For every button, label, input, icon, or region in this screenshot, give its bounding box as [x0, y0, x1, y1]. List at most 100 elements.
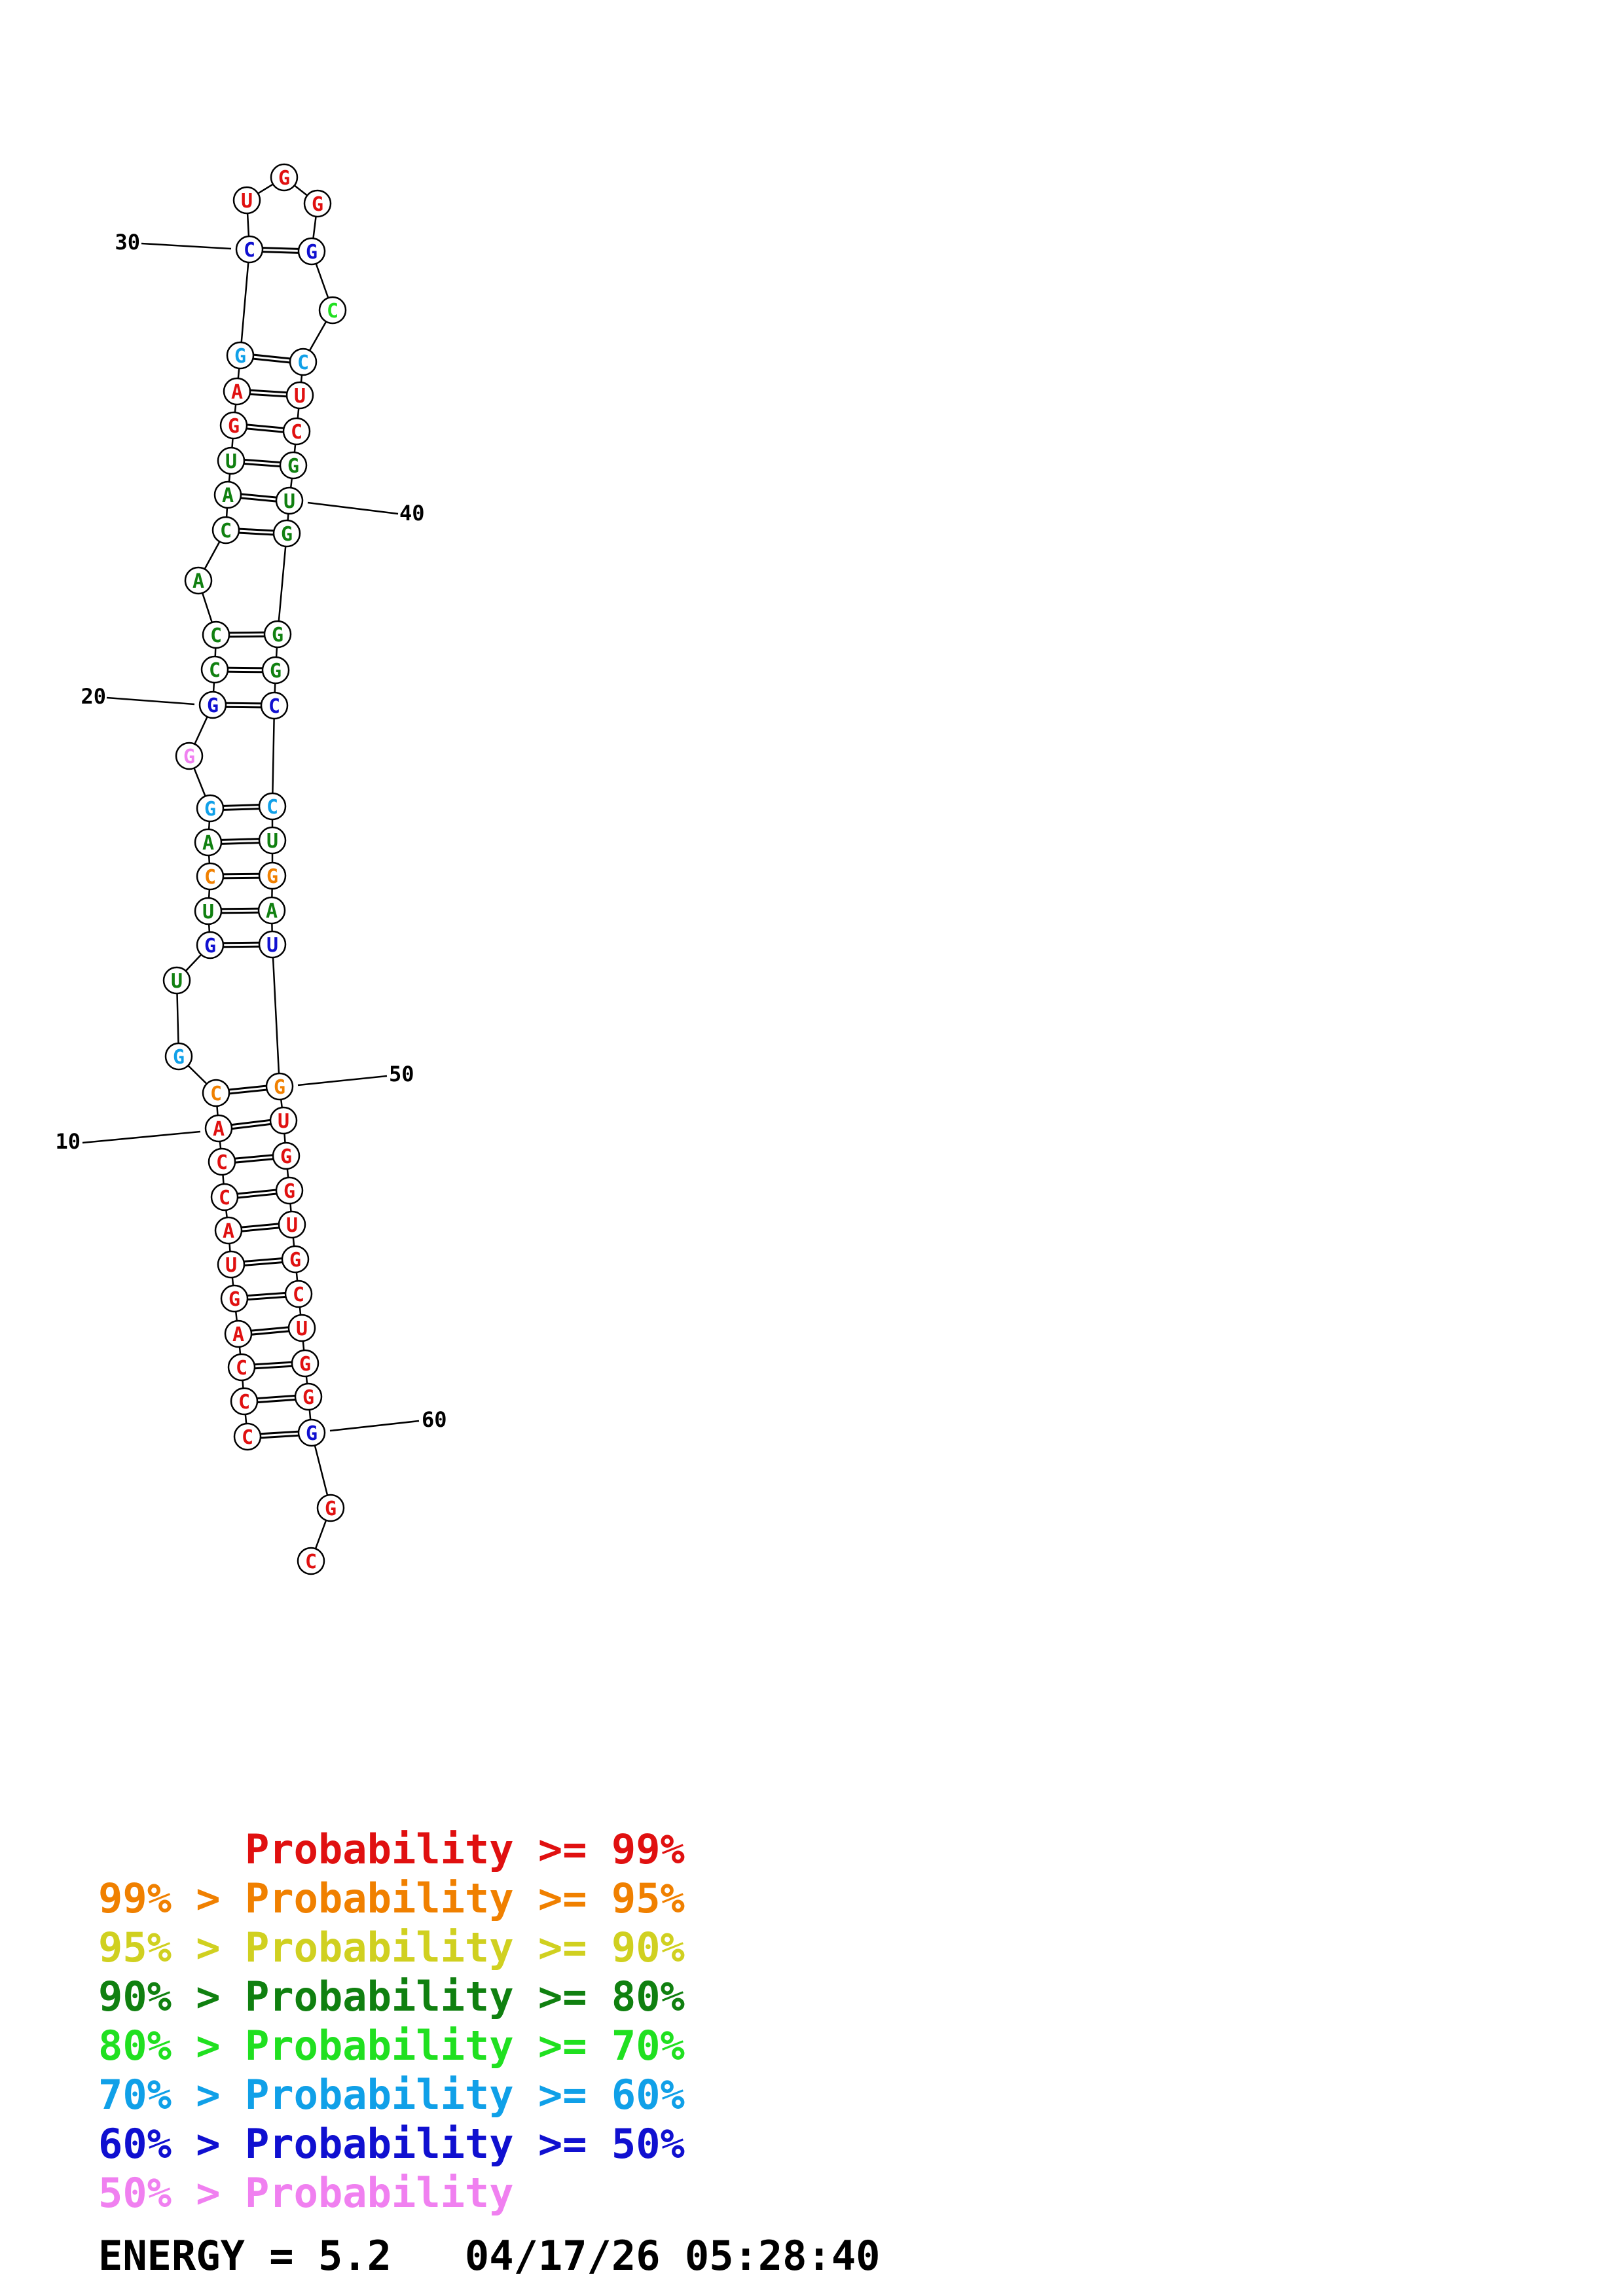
nucleotide-base: G	[299, 1353, 311, 1376]
nucleotide-circle	[223, 377, 251, 406]
nucleotide-base: C	[297, 351, 309, 374]
nucleotide: U	[217, 446, 246, 475]
legend-row: 80% > Probability >= 70%	[98, 2022, 685, 2070]
nucleotide-circle	[198, 691, 227, 719]
nucleotide-circle	[202, 620, 230, 649]
nucleotide-circle	[285, 381, 314, 410]
nucleotide: G	[219, 411, 248, 440]
position-label-line	[307, 501, 399, 515]
nucleotide-base: G	[287, 455, 299, 478]
nucleotide: G	[303, 189, 332, 218]
nucleotide: G	[297, 237, 326, 266]
nucleotide: G	[297, 1418, 326, 1447]
legend-row: 70% > Probability >= 60%	[98, 2071, 685, 2119]
nucleotide: C	[282, 417, 311, 446]
nucleotide-circle	[318, 296, 347, 325]
nucleotide-base: C	[244, 239, 255, 262]
nucleotide-circle	[297, 1547, 325, 1575]
nucleotide-circle	[289, 348, 318, 376]
nucleotide-circle	[213, 480, 242, 509]
nucleotide-base: G	[183, 745, 195, 768]
nucleotide: C	[202, 1079, 230, 1107]
nucleotide: C	[258, 792, 287, 821]
nucleotide: G	[281, 1245, 310, 1274]
nucleotide-circle	[294, 1382, 323, 1411]
nucleotide: G	[263, 620, 292, 649]
nucleotide-base: G	[274, 1076, 285, 1099]
position-label: 30	[115, 230, 140, 255]
nucleotide-base: A	[266, 900, 278, 923]
nucleotide-circle	[260, 691, 289, 720]
position-label: 50	[389, 1062, 414, 1086]
nucleotide: A	[213, 480, 242, 509]
nucleotide-base: C	[236, 1357, 247, 1380]
nucleotide-base: U	[225, 450, 237, 473]
nucleotide-circle	[297, 237, 326, 266]
nucleotide-circle	[270, 163, 299, 192]
nucleotide: G	[275, 1176, 304, 1205]
nucleotide: A	[194, 828, 223, 857]
nucleotide: U	[287, 1314, 316, 1342]
nucleotide-circle	[194, 828, 223, 857]
probability-legend: Probability >= 99% 99% > Probability >= 9…	[98, 1825, 685, 2217]
nucleotide-circle	[235, 235, 264, 264]
nucleotide-base: U	[283, 490, 295, 513]
nucleotide-base: U	[266, 830, 278, 853]
nucleotide-base: G	[325, 1498, 337, 1520]
nucleotide-circle	[175, 742, 204, 770]
nucleotide-circle	[210, 1183, 239, 1211]
nucleotide-circle	[263, 620, 292, 649]
nucleotide: U	[278, 1210, 306, 1239]
nucleotide-circle	[303, 189, 332, 218]
nucleotide-circle	[220, 1284, 249, 1313]
position-label-line	[329, 1420, 420, 1432]
nucleotide-circle	[196, 794, 225, 823]
nucleotide: C	[227, 1353, 256, 1382]
nucleotide: G	[164, 1042, 193, 1071]
nucleotide-base: G	[204, 798, 216, 821]
nucleotide-circle	[196, 862, 225, 891]
nucleotide-circle	[200, 655, 229, 684]
nucleotide: C	[208, 1147, 236, 1176]
nucleotide: C	[318, 296, 347, 325]
nucleotide: C	[260, 691, 289, 720]
position-label-line	[106, 696, 195, 706]
nucleotide-base: G	[280, 1145, 292, 1168]
nucleotide-base: G	[228, 1288, 240, 1311]
nucleotide: G	[226, 341, 255, 370]
nucleotide-circle	[164, 1042, 193, 1071]
nucleotide-circle	[224, 1319, 253, 1348]
nucleotide-base: G	[306, 241, 318, 264]
nucleotide-base: U	[225, 1254, 237, 1277]
nucleotide-base: G	[283, 1180, 295, 1203]
nucleotide-base: U	[286, 1214, 298, 1237]
nucleotide-base: C	[305, 1551, 317, 1573]
nucleotide-base: U	[294, 385, 306, 408]
nucleotide-circle	[208, 1147, 236, 1176]
nucleotide: G	[291, 1349, 319, 1378]
nucleotide-circle	[233, 1422, 262, 1451]
nucleotide-base: G	[270, 660, 282, 683]
nucleotide: G	[198, 691, 227, 719]
nucleotide: C	[200, 655, 229, 684]
nucleotide-circle	[258, 826, 287, 855]
nucleotide-base: G	[281, 523, 293, 546]
nucleotide: A	[223, 377, 251, 406]
nucleotide-circle	[202, 1079, 230, 1107]
nucleotide: G	[261, 656, 290, 685]
nucleotide: A	[184, 566, 213, 595]
nucleotide-base: A	[222, 484, 234, 507]
nucleotide-circle	[217, 1250, 246, 1279]
nucleotide-base: G	[312, 193, 323, 216]
position-label-line	[141, 242, 232, 250]
nucleotide: C	[284, 1280, 313, 1308]
nucleotide-base: C	[293, 1283, 304, 1306]
nucleotide-base: C	[219, 1187, 230, 1210]
nucleotide-base: U	[241, 190, 253, 213]
nucleotide-base: A	[231, 381, 243, 404]
nucleotide-base: G	[278, 167, 290, 190]
energy-text: ENERGY = 5.2	[98, 2232, 392, 2280]
nucleotide-circle	[316, 1494, 345, 1522]
nucleotide-base: C	[216, 1151, 228, 1174]
nucleotide-base: A	[232, 1323, 244, 1346]
